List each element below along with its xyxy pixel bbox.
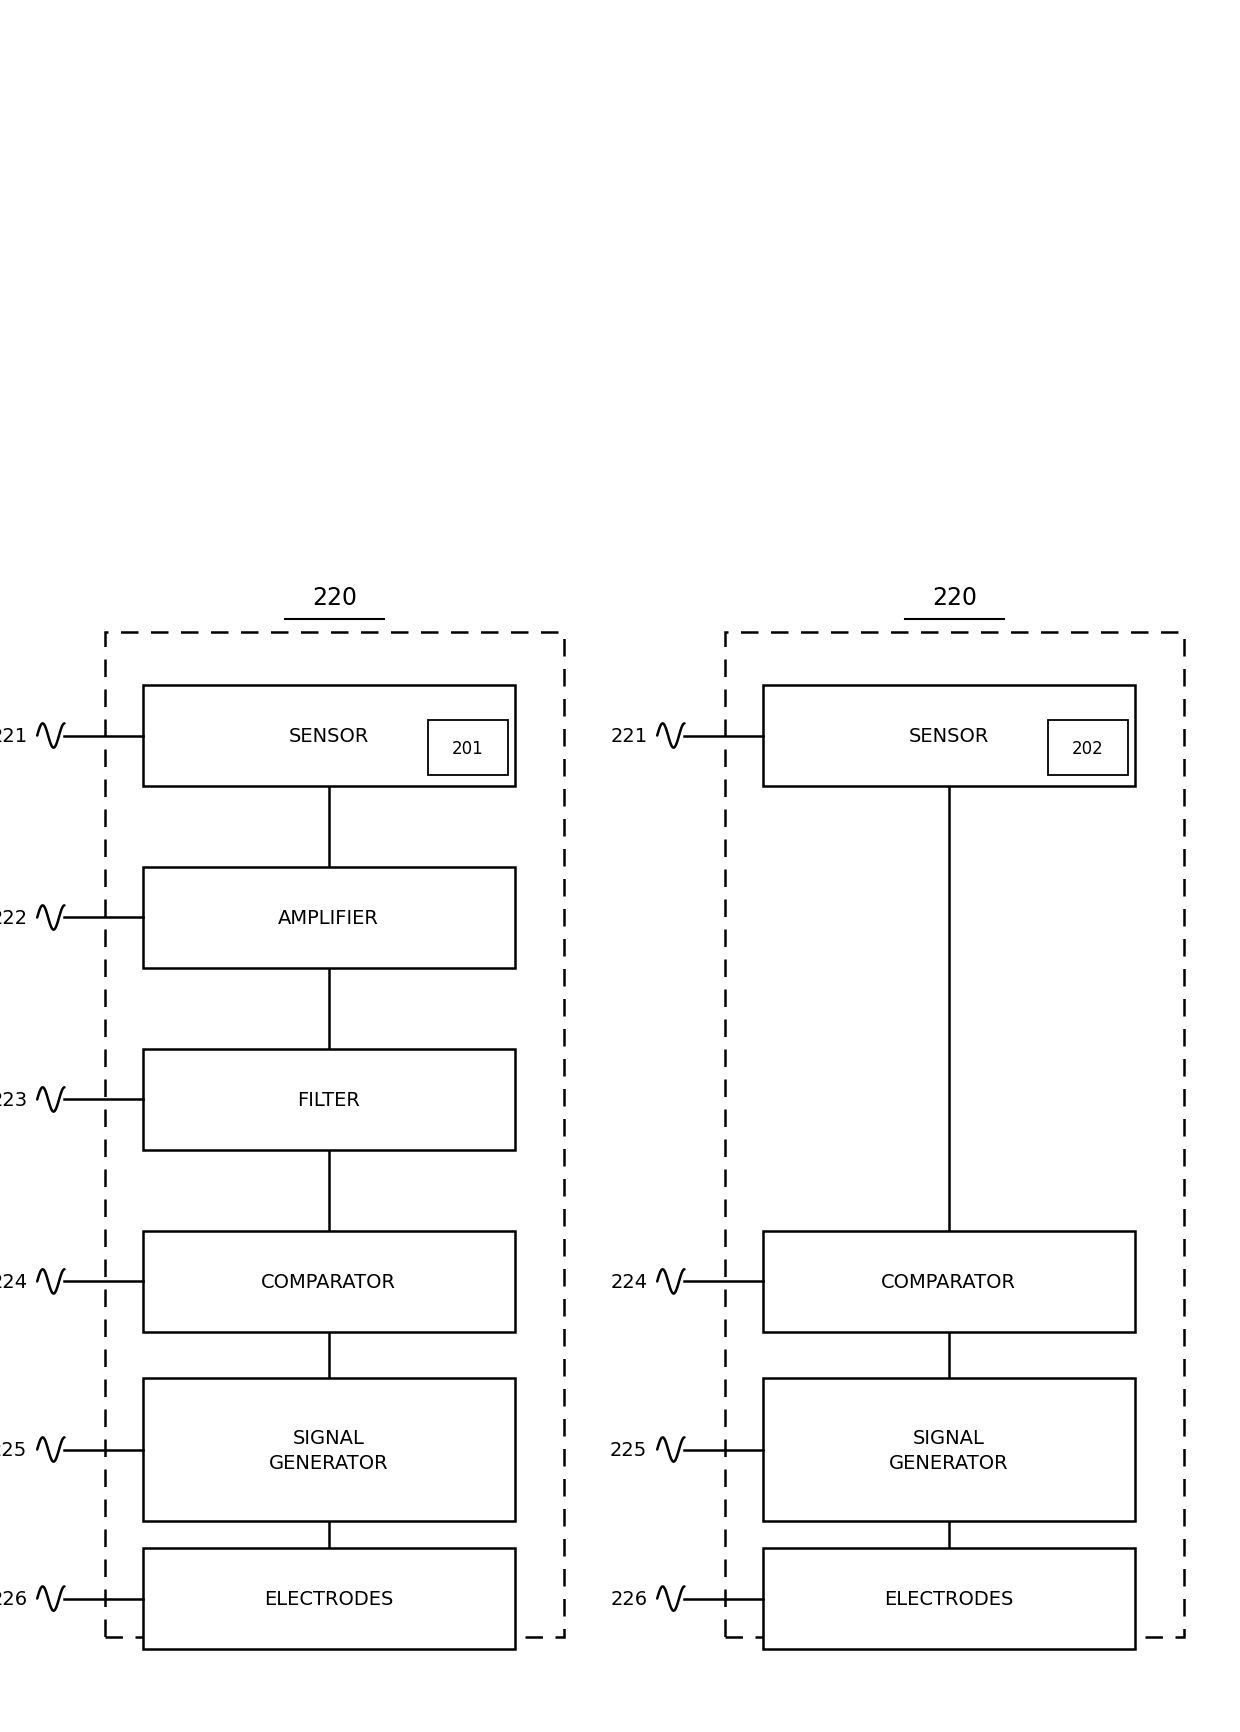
Bar [1048, 721, 1128, 776]
Text: 220: 220 [312, 585, 357, 610]
Text: SENSOR: SENSOR [289, 727, 368, 745]
Text: SIGNAL
GENERATOR: SIGNAL GENERATOR [269, 1427, 388, 1472]
Bar [763, 1231, 1135, 1332]
Text: 202: 202 [1073, 740, 1104, 757]
Text: 226: 226 [0, 1590, 27, 1607]
Text: SIGNAL
GENERATOR: SIGNAL GENERATOR [889, 1427, 1008, 1472]
Text: SENSOR: SENSOR [909, 727, 988, 745]
Text: 222: 222 [0, 909, 27, 927]
Text: 223: 223 [0, 1091, 27, 1108]
Text: 225: 225 [0, 1441, 27, 1458]
Bar [763, 1379, 1135, 1521]
Text: ELECTRODES: ELECTRODES [264, 1590, 393, 1607]
Text: ELECTRODES: ELECTRODES [884, 1590, 1013, 1607]
Text: 221: 221 [0, 727, 27, 745]
Text: 224: 224 [610, 1273, 647, 1290]
Bar [763, 1548, 1135, 1649]
Text: 225: 225 [610, 1441, 647, 1458]
Bar [143, 1050, 515, 1150]
Text: AMPLIFIER: AMPLIFIER [278, 909, 379, 927]
Bar [143, 1231, 515, 1332]
Bar [143, 868, 515, 968]
Bar [763, 686, 1135, 786]
Bar [428, 721, 508, 776]
Text: 224: 224 [0, 1273, 27, 1290]
Bar [143, 1379, 515, 1521]
Text: 220: 220 [932, 585, 977, 610]
Text: COMPARATOR: COMPARATOR [882, 1273, 1016, 1290]
Text: 221: 221 [610, 727, 647, 745]
Bar [143, 686, 515, 786]
Text: 201: 201 [453, 740, 484, 757]
Text: COMPARATOR: COMPARATOR [262, 1273, 396, 1290]
Text: 226: 226 [610, 1590, 647, 1607]
Bar [143, 1548, 515, 1649]
Text: FILTER: FILTER [298, 1091, 360, 1108]
